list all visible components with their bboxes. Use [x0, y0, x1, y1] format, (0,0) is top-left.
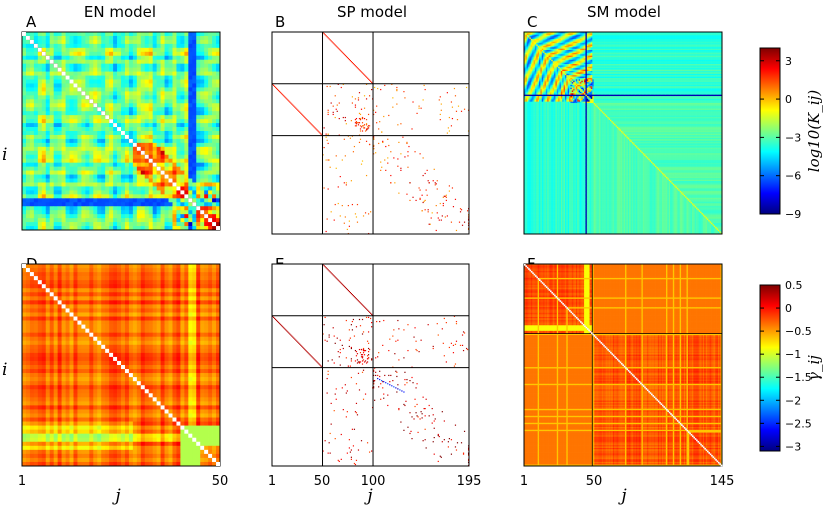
xtick-d-1: 1 [18, 474, 26, 489]
colorbar-log10k: 3 0 −3 −6 −9 log10(K_ij) [759, 47, 823, 221]
colorbar-tick: −0.5 [785, 325, 812, 338]
colorbar-label-log10k: log10(K_ij) [805, 90, 823, 173]
panel-letter-c: C [527, 13, 537, 31]
heatmap-sp-gamma [271, 263, 470, 467]
colorbar-tick: 0 [785, 93, 792, 106]
colorbar-tick: −1 [785, 348, 801, 361]
xtick-f-50: 50 [586, 474, 603, 489]
panel-letter-b: B [275, 13, 285, 31]
colorbar-tick: 0 [785, 302, 792, 315]
colorbar-tick: 0.5 [785, 279, 803, 292]
xtick-e-195: 195 [457, 474, 482, 489]
colorbar-gamma: 0.5 0 −0.5 −1 −1.5 −2 −2.5 −3 γ_ij [759, 279, 823, 453]
ylabel-i-top: i [2, 145, 7, 165]
xtick-f-1: 1 [520, 474, 528, 489]
title-en-model: EN model [84, 3, 156, 21]
xtick-e-1: 1 [268, 474, 276, 489]
title-sp-model: SP model [337, 3, 407, 21]
heatmap-sm-coupling [523, 31, 723, 235]
heatmap-sp-coupling [271, 31, 470, 235]
xlabel-j-e: j [363, 486, 373, 506]
colorbar-tick: −6 [785, 170, 801, 183]
heatmap-en-gamma [21, 263, 221, 467]
xtick-e-100: 100 [361, 474, 386, 489]
colorbar-tick: −2.5 [785, 417, 812, 430]
colorbar-tick: 3 [785, 55, 792, 68]
panel-letter-a: A [26, 13, 37, 31]
colorbar-tick: −1.5 [785, 371, 812, 384]
colorbar-tick: −9 [785, 208, 801, 221]
colorbar-tick: −2 [785, 394, 801, 407]
ylabel-i-bottom: i [2, 360, 7, 380]
colorbar-label-gamma: γ_ij [805, 355, 823, 381]
xlabel-j-d: j [111, 486, 121, 506]
colorbar-tick: −3 [785, 440, 801, 453]
colorbar-tick: −3 [785, 131, 801, 144]
xtick-f-145: 145 [710, 474, 735, 489]
heatmap-en-coupling [21, 31, 221, 231]
xtick-e-50: 50 [314, 474, 331, 489]
xlabel-j-f: j [617, 486, 627, 506]
xtick-d-50: 50 [212, 474, 229, 489]
heatmap-sm-gamma [523, 263, 723, 467]
title-sm-model: SM model [587, 3, 661, 21]
